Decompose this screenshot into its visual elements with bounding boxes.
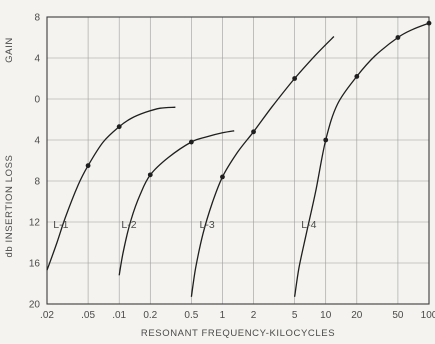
y-tick-label: 0: [34, 95, 40, 106]
x-tick-label: 0.2: [143, 310, 157, 321]
y-tick-label: 12: [29, 218, 41, 229]
data-point: [85, 163, 91, 169]
x-tick-label: .01: [112, 310, 126, 321]
curve-line: [293, 22, 430, 297]
series-l-2: L-2: [118, 130, 235, 276]
x-tick-label: 0.5: [184, 310, 198, 321]
x-tick-label: .02: [40, 310, 54, 321]
curve-label: L-3: [200, 219, 215, 231]
y-tick-label: 8: [34, 177, 40, 188]
data-point: [251, 129, 256, 135]
x-axis-title: RESONANT FREQUENCY-KILOCYCLES: [141, 328, 335, 339]
data-point: [395, 35, 401, 40]
x-tick-label: 10: [320, 310, 332, 321]
curve-layer: L-1 L-2 L-3 L-4: [46, 20, 432, 297]
data-point: [147, 172, 153, 178]
plot-frame: [46, 16, 430, 305]
data-point: [220, 174, 225, 180]
x-tick-label: 50: [392, 310, 404, 321]
x-tick-label: 2: [251, 310, 257, 321]
x-tick-label: 5: [292, 310, 298, 321]
data-point: [426, 20, 432, 26]
curve-label: L-1: [53, 219, 68, 231]
curve-line: [118, 130, 235, 276]
curve-line: [46, 106, 176, 271]
curve-label: L-2: [121, 219, 136, 231]
series-l-4: L-4: [293, 20, 432, 297]
curve-line: [190, 36, 335, 297]
x-tick-label: .05: [81, 310, 95, 321]
y-tick-label: 4: [34, 136, 40, 147]
y-axis-title-insertion-loss: db INSERTION LOSS: [4, 155, 15, 258]
data-point: [354, 74, 360, 79]
x-tick-label: 100: [421, 310, 435, 321]
y-tick-label: 8: [34, 13, 40, 24]
data-point: [292, 76, 298, 81]
series-l-3: L-3: [190, 36, 335, 297]
data-point: [188, 139, 194, 145]
y-tick-label: 4: [34, 54, 40, 65]
curve-label: L-4: [301, 219, 316, 231]
series-l-1: L-1: [46, 106, 176, 271]
data-point: [116, 124, 122, 130]
x-tick-label: 1: [220, 310, 226, 321]
x-tick-label: 20: [351, 310, 363, 321]
y-tick-label: 16: [29, 259, 41, 270]
data-point: [323, 137, 329, 143]
y-axis-title-gain: GAIN: [4, 37, 15, 63]
y-tick-label: 20: [29, 300, 41, 311]
